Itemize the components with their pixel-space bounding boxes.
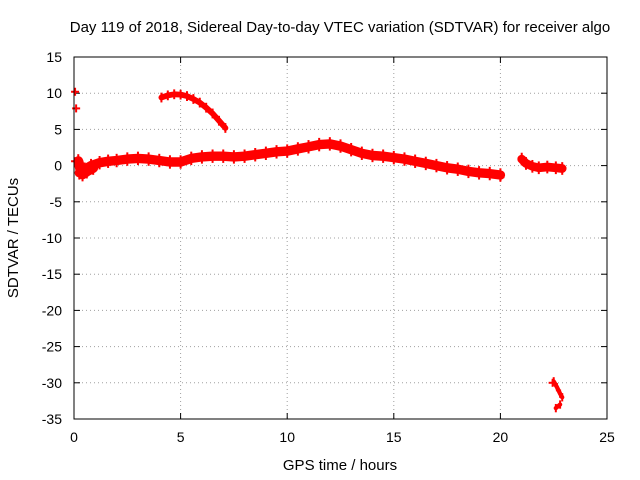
x-axis-label: GPS time / hours [283, 457, 397, 474]
data-point [496, 173, 505, 182]
y-tick-label: -10 [42, 230, 62, 246]
grid [74, 57, 607, 419]
x-tick-label: 5 [177, 429, 185, 445]
data-point [548, 378, 557, 387]
y-tick-label: -30 [42, 375, 62, 391]
series-drop-segment [551, 379, 565, 400]
x-tick-label: 15 [386, 429, 402, 445]
data-series [71, 87, 567, 413]
x-tick-label: 0 [70, 429, 78, 445]
axis-ticks [73, 56, 608, 420]
data-point [72, 104, 81, 113]
x-tick-label: 10 [279, 429, 295, 445]
y-tick-label: -35 [42, 411, 62, 427]
series-main-band [74, 139, 506, 180]
chart-title: Day 119 of 2018, Sidereal Day-to-day VTE… [70, 19, 611, 36]
y-tick-label: -5 [50, 194, 63, 210]
y-tick-label: 15 [46, 49, 62, 65]
y-tick-label: -25 [42, 339, 62, 355]
y-tick-label: 0 [54, 158, 62, 174]
plot-frame [73, 56, 608, 420]
y-axis-label: SDTVAR / TECUs [5, 178, 22, 298]
data-point [71, 87, 80, 96]
y-tick-label: -15 [42, 266, 62, 282]
y-tick-label: 5 [54, 121, 62, 137]
x-tick-label: 25 [599, 429, 615, 445]
y-tick-label: -20 [42, 302, 62, 318]
y-tick-label: 10 [46, 85, 62, 101]
tick-labels: 0 5 10 15 20 25 15 10 5 0 -5 -10 -15 -20 -25 -30 -35 [42, 49, 615, 445]
data-point [71, 157, 80, 166]
x-tick-label: 20 [493, 429, 509, 445]
